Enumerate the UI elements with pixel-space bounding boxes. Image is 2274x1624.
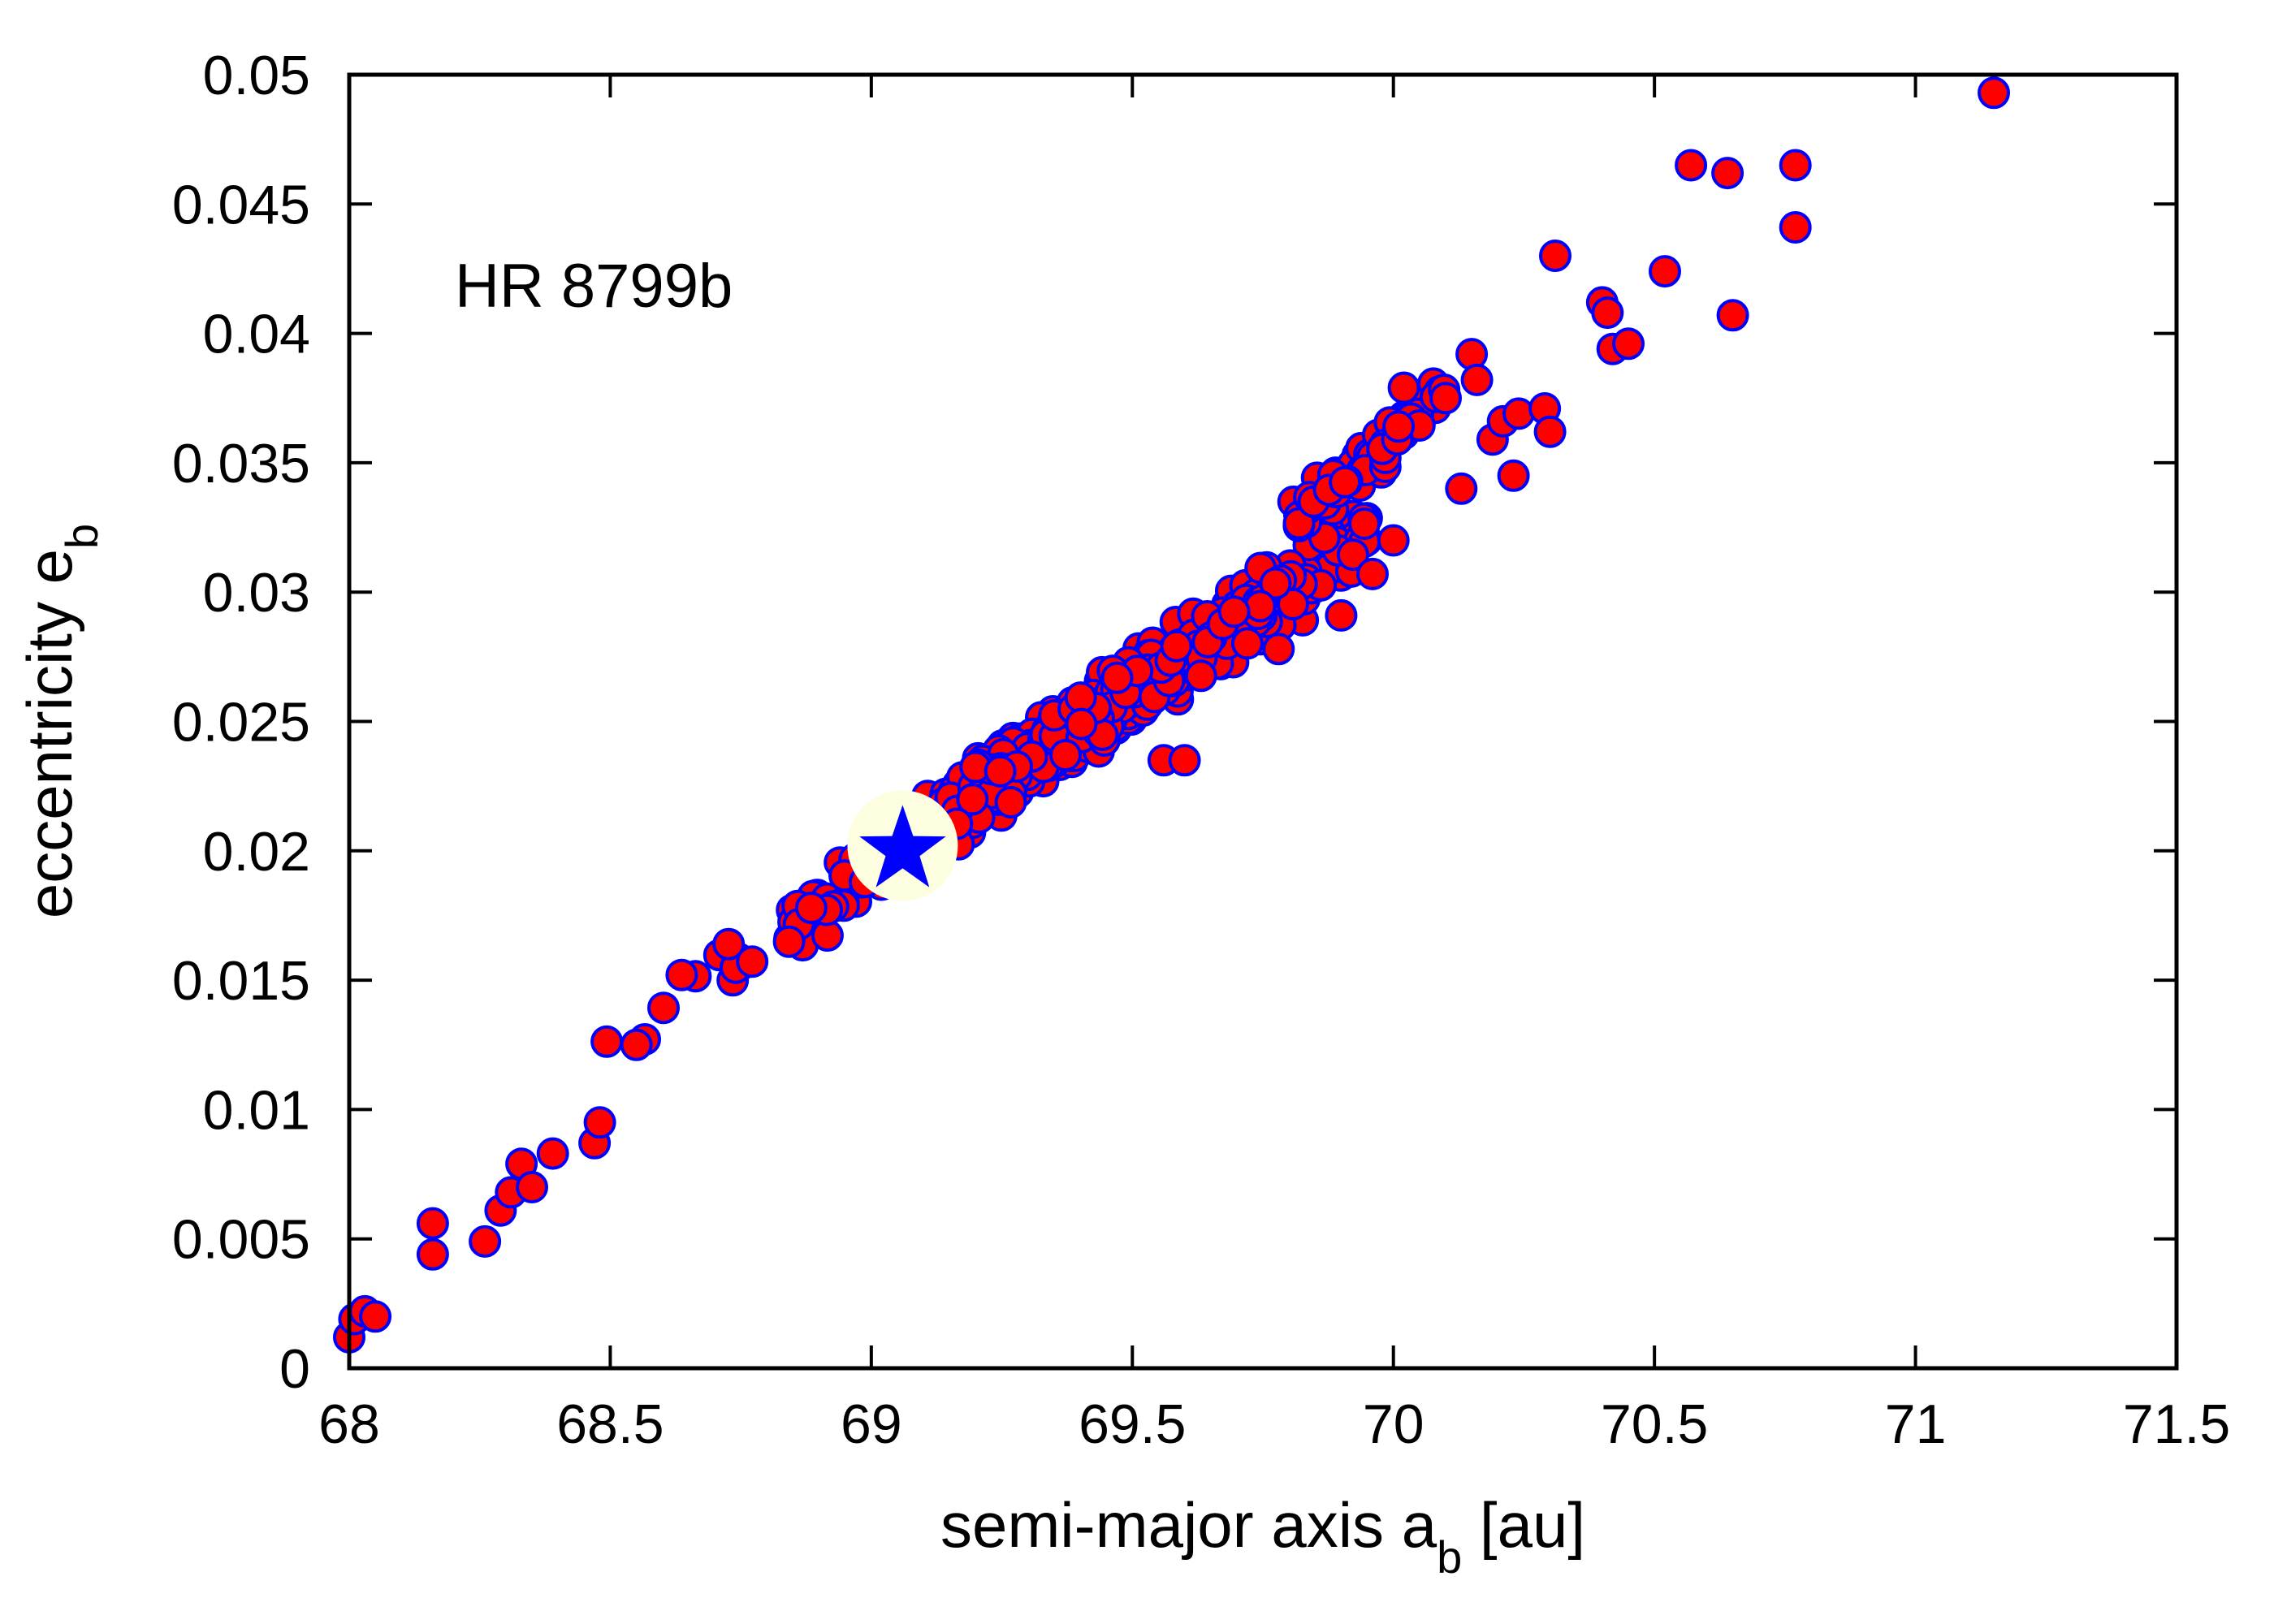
data-point <box>647 991 680 1025</box>
data-point <box>1262 633 1295 666</box>
data-point <box>1455 338 1489 371</box>
x-tick-label-0: 68 <box>318 1393 380 1455</box>
data-point <box>1779 211 1812 244</box>
data-point <box>1277 588 1309 620</box>
x-axis-title-sub: b <box>1437 1531 1462 1583</box>
data-point <box>1445 472 1478 505</box>
data-point <box>1168 744 1201 777</box>
star-icon <box>859 805 946 888</box>
data-point <box>359 1300 392 1333</box>
data-point <box>1387 371 1420 404</box>
y-tick-label-7: 0.035 <box>172 433 310 495</box>
x-tick-label-3: 69.5 <box>1079 1393 1186 1455</box>
data-point <box>1711 157 1744 190</box>
data-point <box>516 1171 548 1203</box>
data-point <box>1348 508 1381 540</box>
y-ticks: 0 0.005 0.01 0.015 0.02 0.025 0.03 0.035 0.04 0.0… <box>172 45 2177 1400</box>
y-tick-label-5: 0.025 <box>172 692 310 754</box>
data-point <box>712 927 746 961</box>
data-point <box>1502 397 1535 430</box>
data-point <box>1356 557 1389 590</box>
data-point <box>416 1237 449 1271</box>
y-tick-label-3: 0.015 <box>172 950 310 1012</box>
y-axis-title-sub: b <box>56 524 107 549</box>
x-tick-label-5: 70.5 <box>1601 1393 1708 1455</box>
data-point <box>1230 627 1264 660</box>
data-point <box>1329 465 1362 499</box>
y-axis-title: eccentricity eb <box>14 524 107 918</box>
y-tick-label-4: 0.02 <box>203 821 310 883</box>
data-point <box>1382 410 1416 443</box>
data-point <box>1978 76 2010 110</box>
x-tick-label-1: 68.5 <box>556 1393 664 1455</box>
data-point <box>994 786 1027 818</box>
x-tick-label-6: 71 <box>1885 1393 1947 1455</box>
data-point <box>1649 255 1681 288</box>
data-point <box>1065 707 1098 741</box>
data-point <box>794 892 828 925</box>
data-point <box>1377 524 1410 557</box>
y-tick-label-10: 0.05 <box>203 45 310 106</box>
data-point <box>590 1025 624 1058</box>
data-point <box>1533 415 1567 448</box>
data-point <box>1612 327 1645 361</box>
data-point <box>1779 149 1812 182</box>
x-tick-label-2: 69 <box>841 1393 902 1455</box>
data-point <box>1539 240 1571 272</box>
data-point <box>1184 659 1217 693</box>
data-point <box>1591 296 1624 330</box>
data-point <box>984 754 1017 788</box>
data-point <box>1675 149 1708 182</box>
data-point <box>1460 363 1494 396</box>
data-point <box>416 1207 449 1240</box>
data-point <box>1429 382 1462 415</box>
data-point <box>736 945 769 978</box>
y-tick-label-2: 0.01 <box>203 1079 310 1141</box>
data-point <box>1160 629 1193 663</box>
y-tick-label-6: 0.03 <box>203 562 310 624</box>
data-point <box>1497 459 1530 492</box>
data-point <box>1259 567 1292 600</box>
x-axis-title: semi-major axis ab [au] <box>940 1489 1585 1583</box>
data-point <box>469 1224 502 1258</box>
highlight-marker <box>847 790 958 901</box>
x-tick-label-4: 70 <box>1363 1393 1424 1455</box>
data-point <box>583 1106 616 1139</box>
data-point <box>620 1028 653 1061</box>
data-point <box>1049 739 1082 771</box>
y-tick-label-8: 0.04 <box>203 304 310 365</box>
annotation-label: HR 8799b <box>455 252 733 321</box>
data-point <box>1716 299 1749 332</box>
data-point <box>956 783 989 816</box>
data-point <box>1336 538 1369 572</box>
data-point <box>772 925 806 958</box>
y-tick-label-9: 0.045 <box>172 174 310 235</box>
y-tick-label-1: 0.005 <box>172 1209 310 1271</box>
data-point <box>536 1137 569 1170</box>
data-point <box>665 958 698 991</box>
data-point <box>1243 590 1277 623</box>
x-tick-label-7: 71.5 <box>2123 1393 2230 1455</box>
data-point <box>1325 598 1358 632</box>
data-point <box>1217 595 1251 628</box>
y-tick-label-0: 0 <box>279 1338 310 1400</box>
x-ticks: 68 68.5 69 69.5 70 70.5 71 71.5 <box>318 75 2230 1455</box>
data-point <box>1100 661 1134 694</box>
